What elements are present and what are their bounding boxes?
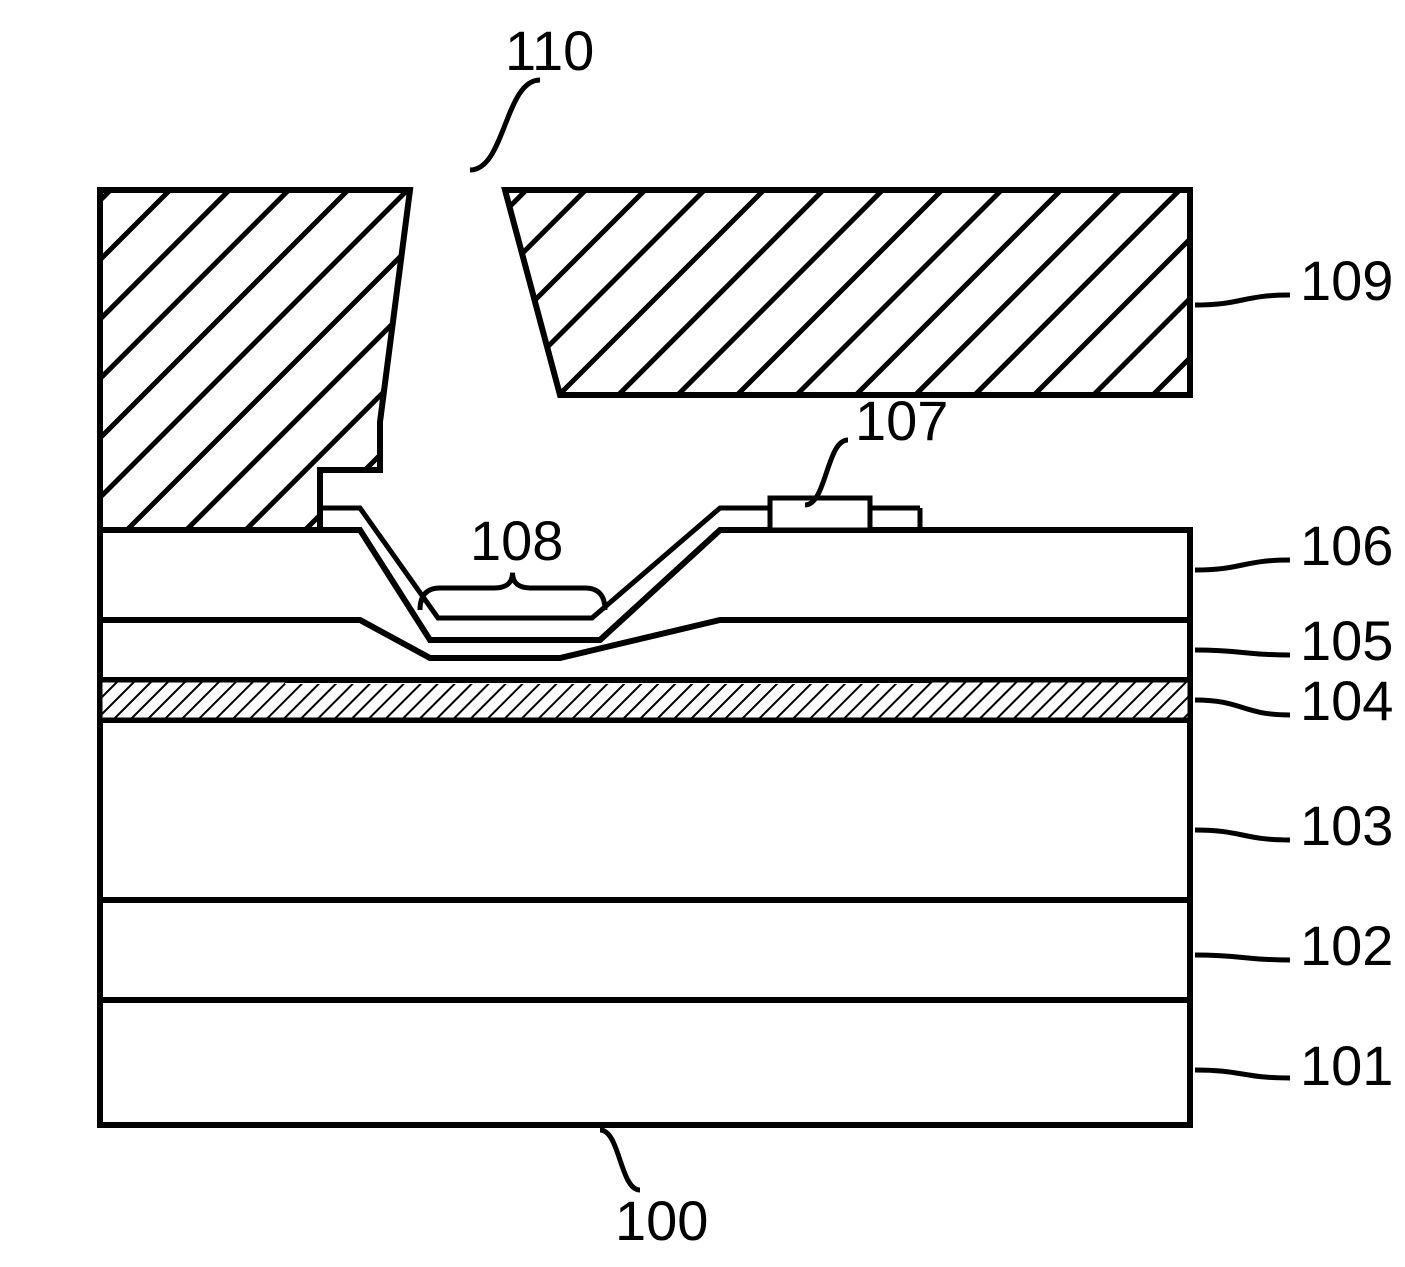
block-right-109	[505, 190, 1190, 395]
label-104: 104	[1300, 669, 1393, 732]
leader-107	[805, 440, 848, 505]
leader-100	[600, 1130, 640, 1190]
label-108: 108	[470, 509, 563, 572]
label-105: 105	[1300, 609, 1393, 672]
label-102: 102	[1300, 914, 1393, 977]
diagram-root: 110 109 107 108 106 105104 103 102 101 100	[0, 0, 1405, 1267]
label-100: 100	[615, 1189, 708, 1252]
leader-109	[1195, 295, 1290, 305]
label-101: 101	[1300, 1034, 1393, 1097]
label-107: 107	[855, 389, 948, 452]
leader-102	[1195, 955, 1290, 960]
layer-104-hatch	[100, 680, 1190, 720]
leader-101	[1195, 1070, 1290, 1078]
label-109: 109	[1300, 249, 1393, 312]
leader-110	[470, 80, 540, 170]
leader-105	[1195, 650, 1290, 655]
pad-107	[770, 498, 870, 530]
leader-103	[1195, 830, 1290, 840]
block-left-109	[100, 190, 410, 530]
diagram-svg: 110 109 107 108 106 105104 103 102 101 100	[0, 0, 1405, 1267]
leader-106	[1195, 560, 1290, 570]
label-106: 106	[1300, 514, 1393, 577]
label-110: 110	[505, 19, 594, 82]
label-103: 103	[1300, 794, 1393, 857]
leader-104	[1195, 700, 1290, 715]
